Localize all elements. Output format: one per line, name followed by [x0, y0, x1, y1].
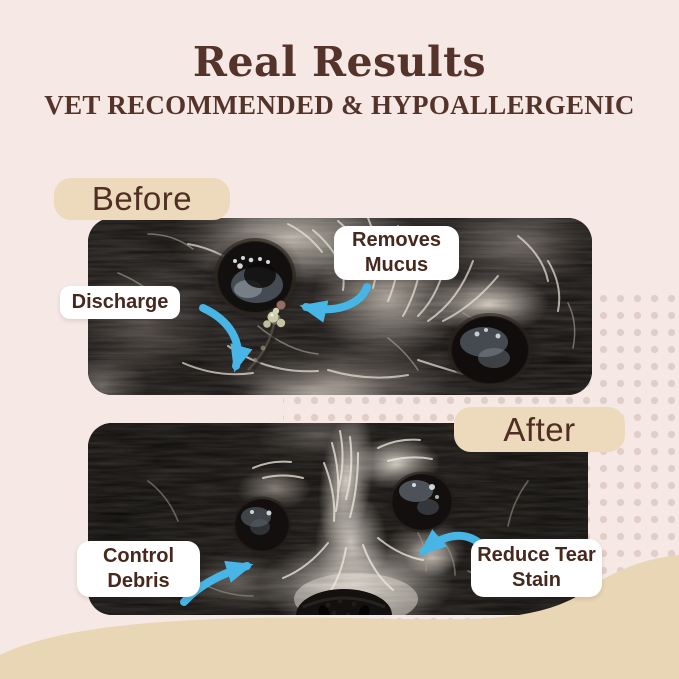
before-left-eye: [205, 231, 305, 323]
after-left-eye: [232, 496, 292, 554]
before-badge-label: Before: [91, 180, 193, 217]
after-badge-label: After: [503, 410, 576, 448]
before-right-eye: [438, 306, 542, 394]
page-subtitle: VET RECOMMENDED & HYPOALLERGENIC: [44, 90, 635, 120]
callout-control-debris: Control Debris: [77, 541, 200, 597]
callout-reduce-tear-stain: Reduce Tear Stain: [471, 539, 602, 597]
before-badge: Before: [54, 178, 230, 220]
callout-discharge: Discharge: [60, 286, 180, 319]
mucus-crust: [263, 307, 286, 328]
after-badge: After: [454, 407, 625, 452]
page-title: Real Results: [192, 38, 487, 86]
callout-removes-mucus: Removes Mucus: [334, 226, 459, 280]
after-right-eye: [389, 471, 455, 533]
